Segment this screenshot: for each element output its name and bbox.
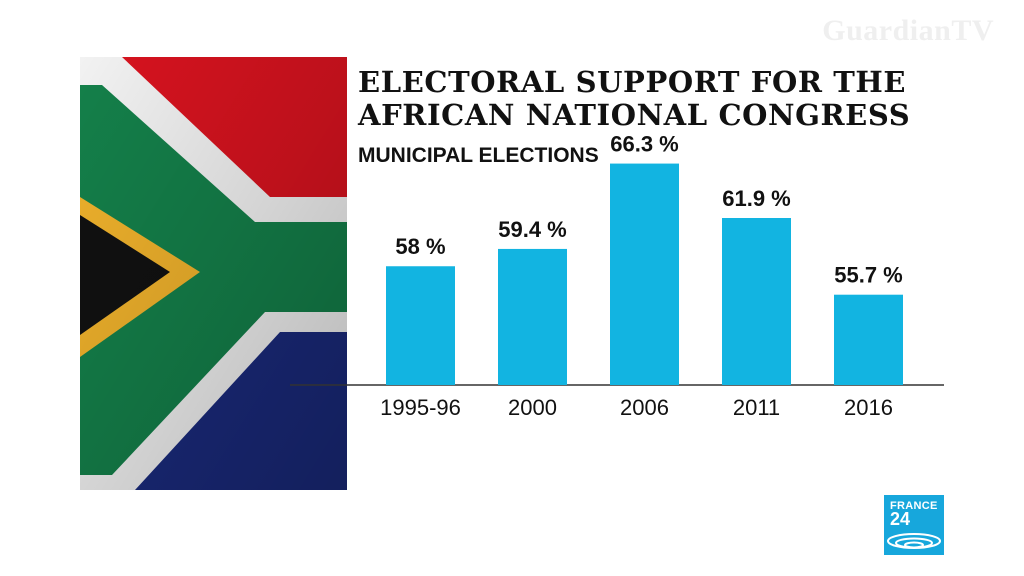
bar-2011 xyxy=(722,218,791,385)
x-tick-label: 1995-96 xyxy=(380,395,461,420)
south-africa-flag-image xyxy=(80,57,347,490)
value-label: 59.4 % xyxy=(498,217,567,242)
value-label: 66.3 % xyxy=(610,132,679,157)
x-tick-label: 2000 xyxy=(508,395,557,420)
chart-subtitle: MUNICIPAL ELECTIONS xyxy=(358,144,599,167)
bar-2016 xyxy=(834,294,903,385)
x-tick-label: 2006 xyxy=(620,395,669,420)
bar-1995-96 xyxy=(386,266,455,385)
guardiantv-watermark: GuardianTV xyxy=(822,14,994,47)
value-label: 55.7 % xyxy=(834,263,903,288)
logo-line1: FRANCE xyxy=(890,500,938,512)
value-label: 58 % xyxy=(395,234,445,259)
chart-title: ELECTORAL SUPPORT FOR THE AFRICAN NATION… xyxy=(358,65,911,132)
logo-line2: 24 xyxy=(890,509,911,529)
france24-logo: FRANCE 24 xyxy=(884,495,944,555)
x-tick-label: 2016 xyxy=(844,395,893,420)
value-label: 61.9 % xyxy=(722,186,791,211)
bar-2000 xyxy=(498,248,567,385)
x-tick-label: 2011 xyxy=(733,395,780,420)
bar-2006 xyxy=(610,163,679,385)
